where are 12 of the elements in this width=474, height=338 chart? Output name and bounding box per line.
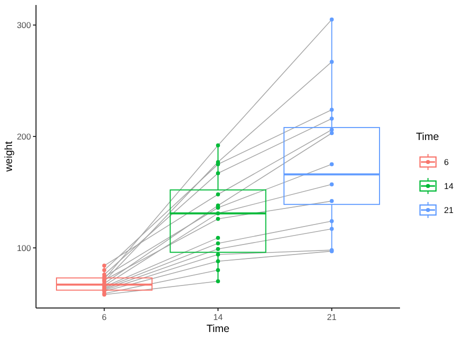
legend-label: 14 xyxy=(444,180,454,191)
legend-title: Time xyxy=(416,131,440,143)
x-tick-label: 6 xyxy=(102,312,107,322)
x-axis-title: Time xyxy=(206,323,230,335)
y-axis-title: weight xyxy=(3,141,15,173)
y-tick-label: 300 xyxy=(16,20,32,30)
x-tick-label: 14 xyxy=(213,312,223,322)
x-tick-label: 21 xyxy=(327,312,337,322)
legend-label: 6 xyxy=(444,156,449,167)
y-tick-label: 200 xyxy=(16,131,32,142)
legend-label: 21 xyxy=(444,204,454,215)
y-tick-label: 100 xyxy=(16,242,32,253)
